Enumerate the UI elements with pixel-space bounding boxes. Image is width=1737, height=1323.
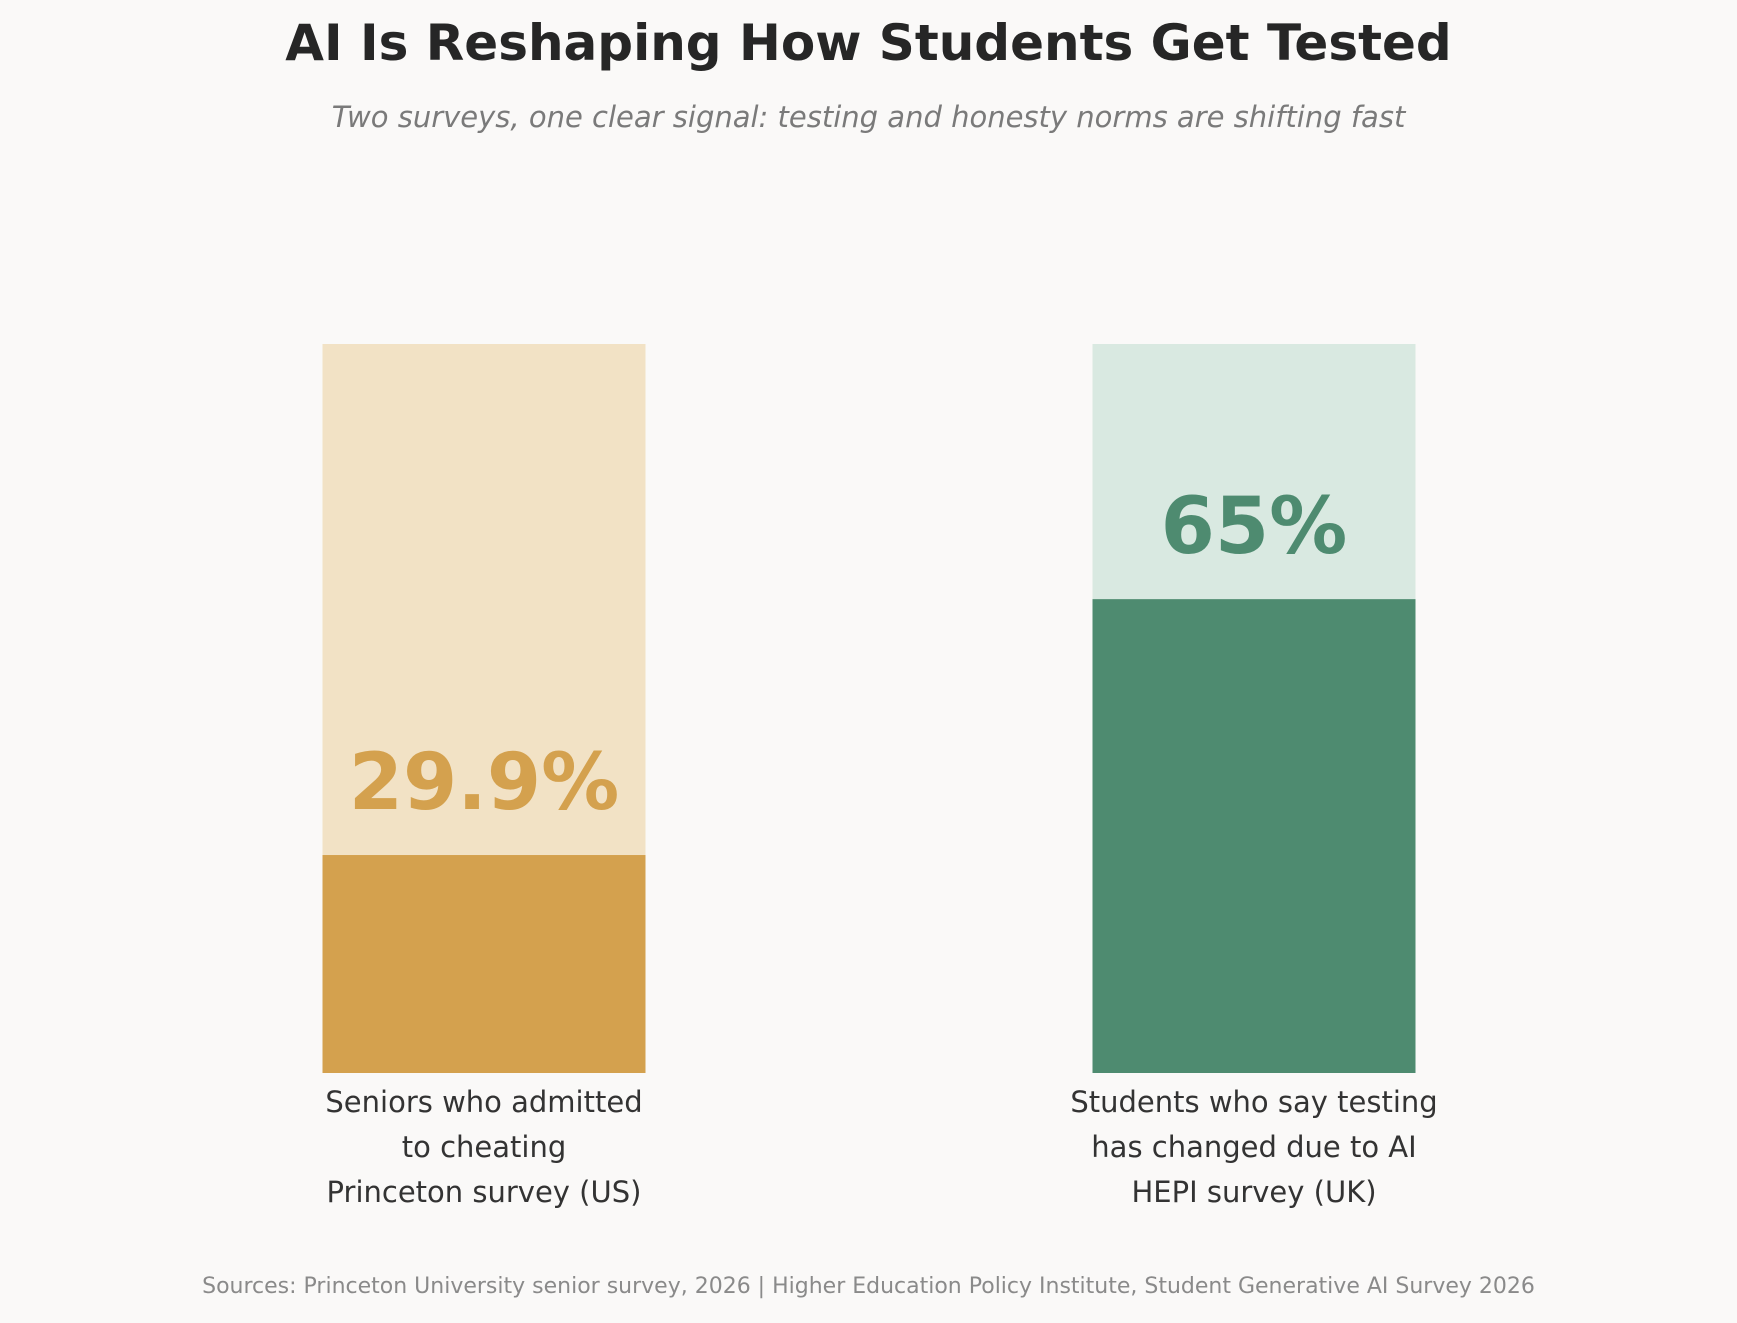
bar-fill xyxy=(322,855,646,1073)
bar-fill xyxy=(1092,599,1416,1073)
chart-title: AI Is Reshaping How Students Get Tested xyxy=(285,14,1452,72)
bar-value-label: 65% xyxy=(1161,482,1348,572)
category-label-hepi: Students who say testing has changed due… xyxy=(994,1080,1514,1215)
category-label-line: HEPI survey (UK) xyxy=(1131,1175,1377,1209)
category-label-line: Princeton survey (US) xyxy=(326,1175,642,1209)
category-label-line: has changed due to AI xyxy=(1091,1130,1417,1164)
category-label-line: to cheating xyxy=(401,1130,567,1164)
category-label-line: Seniors who admitted xyxy=(325,1085,643,1119)
category-label-line: Students who say testing xyxy=(1070,1085,1438,1119)
source-note: Sources: Princeton University senior sur… xyxy=(202,1274,1535,1299)
category-label-princeton: Seniors who admitted to cheating Princet… xyxy=(224,1080,744,1215)
bar-value-label: 29.9% xyxy=(349,738,620,828)
chart-subtitle: Two surveys, one clear signal: testing a… xyxy=(331,100,1406,134)
